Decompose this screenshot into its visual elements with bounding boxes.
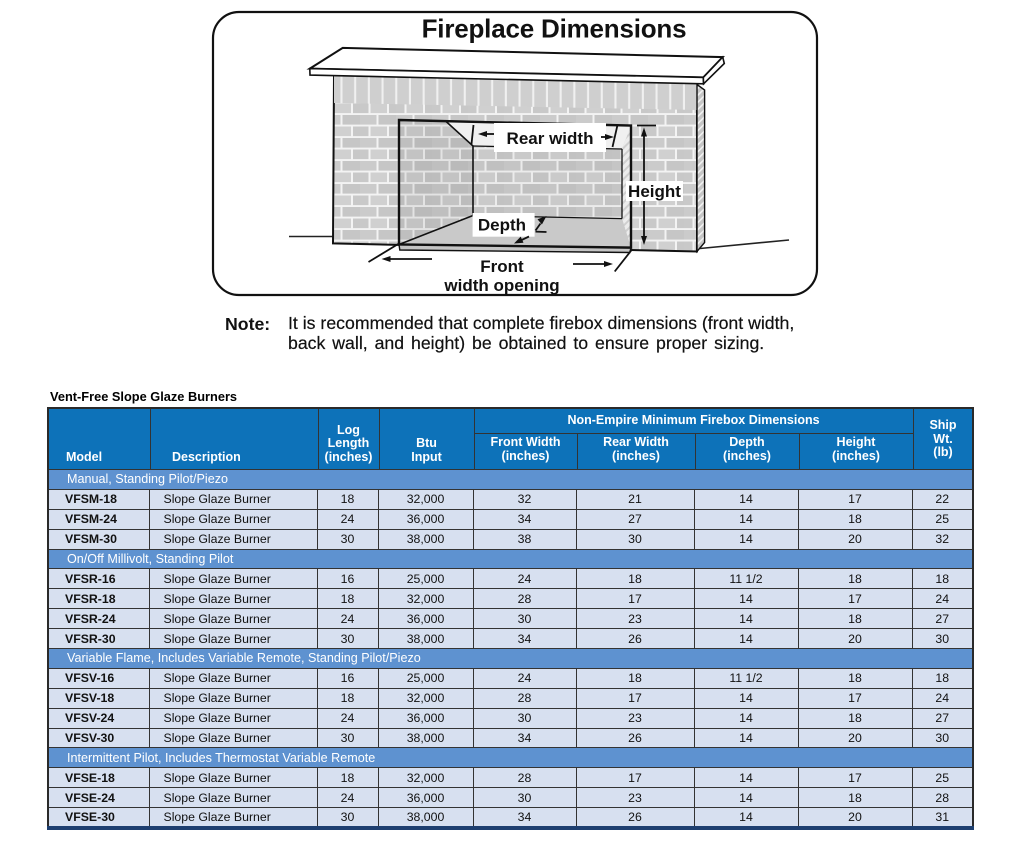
svg-text:Front: Front [480, 257, 524, 276]
svg-text:Rear width: Rear width [507, 129, 594, 148]
svg-text:width opening: width opening [443, 276, 559, 295]
svg-text:Depth: Depth [478, 216, 526, 235]
svg-text:Fireplace Dimensions: Fireplace Dimensions [422, 14, 687, 44]
svg-text:Height: Height [628, 182, 681, 201]
